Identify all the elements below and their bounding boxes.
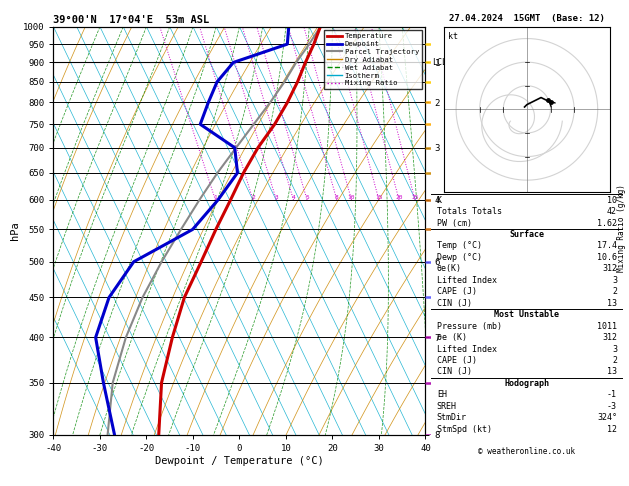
Text: 10: 10: [607, 196, 617, 205]
Y-axis label: hPa: hPa: [10, 222, 20, 240]
Text: CAPE (J): CAPE (J): [437, 287, 477, 296]
Text: 2: 2: [251, 195, 255, 200]
Text: Totals Totals: Totals Totals: [437, 207, 502, 216]
Text: 2: 2: [612, 287, 617, 296]
Text: 4: 4: [292, 195, 296, 200]
Text: 324°: 324°: [597, 413, 617, 422]
Text: 17.4: 17.4: [597, 242, 617, 250]
Text: θe(K): θe(K): [437, 264, 462, 273]
Text: 13: 13: [607, 367, 617, 377]
Text: 39°00'N  17°04'E  53m ASL: 39°00'N 17°04'E 53m ASL: [53, 15, 209, 25]
Text: CIN (J): CIN (J): [437, 367, 472, 377]
Text: 10.6: 10.6: [597, 253, 617, 262]
Text: 27.04.2024  15GMT  (Base: 12): 27.04.2024 15GMT (Base: 12): [449, 14, 605, 23]
Text: 8: 8: [335, 195, 339, 200]
Text: 2: 2: [612, 356, 617, 365]
Text: 5: 5: [305, 195, 309, 200]
Text: CAPE (J): CAPE (J): [437, 356, 477, 365]
Text: 13: 13: [607, 299, 617, 308]
Text: 312: 312: [602, 264, 617, 273]
Legend: Temperature, Dewpoint, Parcel Trajectory, Dry Adiabat, Wet Adiabat, Isotherm, Mi: Temperature, Dewpoint, Parcel Trajectory…: [325, 30, 422, 89]
Text: Lifted Index: Lifted Index: [437, 345, 497, 353]
Text: 1: 1: [213, 195, 217, 200]
Text: 312: 312: [602, 333, 617, 342]
Text: Dewp (°C): Dewp (°C): [437, 253, 482, 262]
Text: 1.62: 1.62: [597, 219, 617, 227]
Text: 10: 10: [348, 195, 355, 200]
Text: StmSpd (kt): StmSpd (kt): [437, 425, 492, 434]
Text: Pressure (mb): Pressure (mb): [437, 322, 502, 330]
Text: PW (cm): PW (cm): [437, 219, 472, 227]
Text: CIN (J): CIN (J): [437, 299, 472, 308]
X-axis label: Dewpoint / Temperature (°C): Dewpoint / Temperature (°C): [155, 456, 324, 466]
Text: Surface: Surface: [509, 230, 544, 239]
Text: -3: -3: [607, 402, 617, 411]
Text: 3: 3: [612, 276, 617, 285]
Text: 1011: 1011: [597, 322, 617, 330]
Text: LCL: LCL: [432, 58, 447, 67]
Text: kt: kt: [448, 32, 457, 41]
Text: 15: 15: [376, 195, 382, 200]
Text: Hodograph: Hodograph: [504, 379, 549, 388]
Text: EH: EH: [437, 390, 447, 399]
Text: K: K: [437, 196, 442, 205]
Text: Mixing Ratio (g/kg): Mixing Ratio (g/kg): [617, 185, 626, 272]
Text: © weatheronline.co.uk: © weatheronline.co.uk: [478, 447, 576, 456]
Text: 25: 25: [411, 195, 419, 200]
Text: Lifted Index: Lifted Index: [437, 276, 497, 285]
Text: Temp (°C): Temp (°C): [437, 242, 482, 250]
Text: Most Unstable: Most Unstable: [494, 310, 559, 319]
Text: 20: 20: [395, 195, 403, 200]
Text: -1: -1: [607, 390, 617, 399]
Text: StmDir: StmDir: [437, 413, 467, 422]
Text: 3: 3: [612, 345, 617, 353]
Text: SREH: SREH: [437, 402, 457, 411]
Text: 3: 3: [274, 195, 278, 200]
Text: θe (K): θe (K): [437, 333, 467, 342]
Text: 12: 12: [607, 425, 617, 434]
Text: 42: 42: [607, 207, 617, 216]
